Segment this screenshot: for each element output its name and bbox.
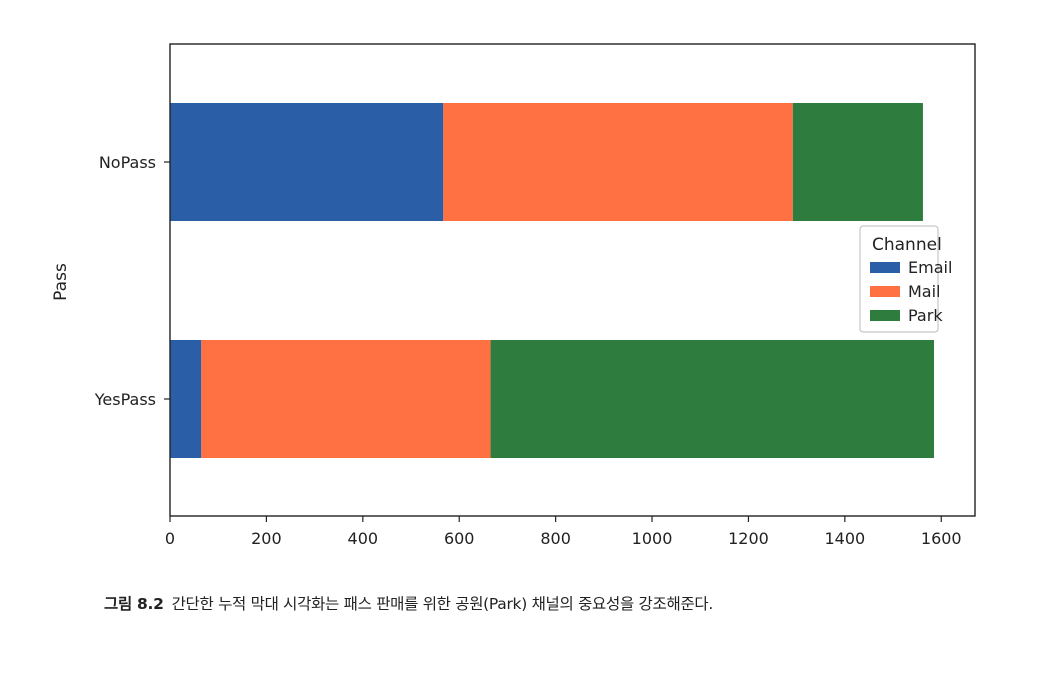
x-tick-label: 600 [444,529,475,548]
legend-box [859,225,939,333]
stacked-bar-chart: 0 200 400 600 800 1000 1200 1400 1600 NoPass YesP… [51,43,976,548]
y-axis-ticks: NoPass YesPass [94,153,170,409]
legend-items: Email Mail Park [870,258,952,325]
bar-yespass-park [490,340,935,458]
bar-nopass-email [170,103,444,221]
legend: Channel Email Mail Park [859,225,952,333]
caption-text: 간단한 누적 막대 시각화는 패스 판매를 위한 공원(Park) 채널의 중요… [171,595,714,613]
x-tick-label: 200 [251,529,282,548]
y-tick-label: YesPass [94,390,156,409]
legend-label-email: Email [908,258,952,277]
bar-yespass-email [170,340,202,458]
x-tick-label: 0 [165,529,175,548]
x-axis-ticks: 0 200 400 600 800 1000 1200 1400 1600 [165,516,962,548]
bar-nopass-mail [443,103,793,221]
x-tick-label: 800 [540,529,571,548]
legend-swatch-mail [870,286,900,297]
x-tick-label: 400 [348,529,379,548]
figure-number: 그림 8.2 [104,595,164,613]
bar-nopass-park [792,103,923,221]
x-tick-label: 1400 [824,529,865,548]
x-tick-label: 1200 [728,529,769,548]
legend-label-park: Park [908,306,943,325]
bar-yespass-mail [201,340,491,458]
plot-frame [169,43,976,517]
figure-caption: 그림 8.2 간단한 누적 막대 시각화는 패스 판매를 위한 공원(Park) … [104,592,713,614]
bar-group [170,103,935,458]
legend-swatch-park [870,310,900,321]
legend-label-mail: Mail [908,282,941,301]
legend-title: Channel [872,235,942,255]
x-tick-label: 1600 [921,529,962,548]
y-axis-label: Pass [51,263,71,301]
x-tick-label: 1000 [632,529,673,548]
y-tick-label: NoPass [99,153,156,172]
legend-swatch-email [870,262,900,273]
